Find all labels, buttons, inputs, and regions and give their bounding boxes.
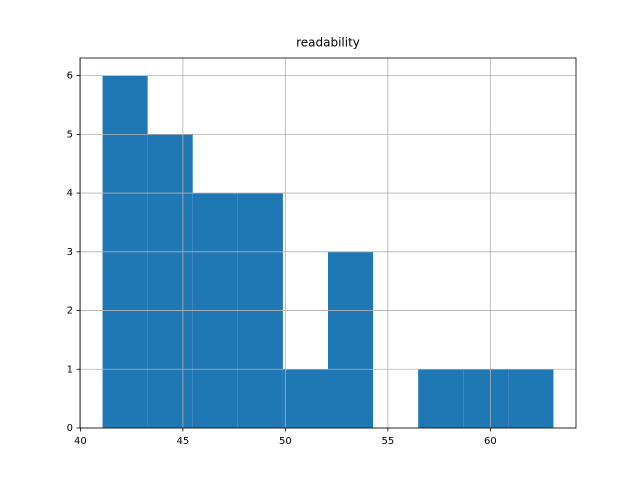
x-tick-label: 55 [381, 436, 394, 447]
x-tick-label: 40 [74, 436, 87, 447]
x-tick-label: 50 [279, 436, 292, 447]
y-tick-label: 2 [67, 306, 73, 317]
plot-frame [79, 57, 577, 429]
y-tick-label: 5 [67, 129, 73, 140]
bar [508, 369, 554, 428]
y-tick-label: 3 [67, 247, 73, 258]
y-tick-label: 1 [67, 364, 73, 375]
bar [463, 369, 509, 428]
bar [147, 134, 193, 428]
y-tick-label: 0 [67, 423, 73, 434]
x-tick-label: 45 [177, 436, 190, 447]
chart-title: readability [296, 36, 360, 50]
x-tick-label: 60 [484, 436, 497, 447]
bar [418, 369, 464, 428]
bar [328, 251, 374, 428]
y-tick-label: 6 [67, 71, 73, 82]
bar [282, 369, 328, 428]
y-tick-label: 4 [67, 188, 73, 199]
